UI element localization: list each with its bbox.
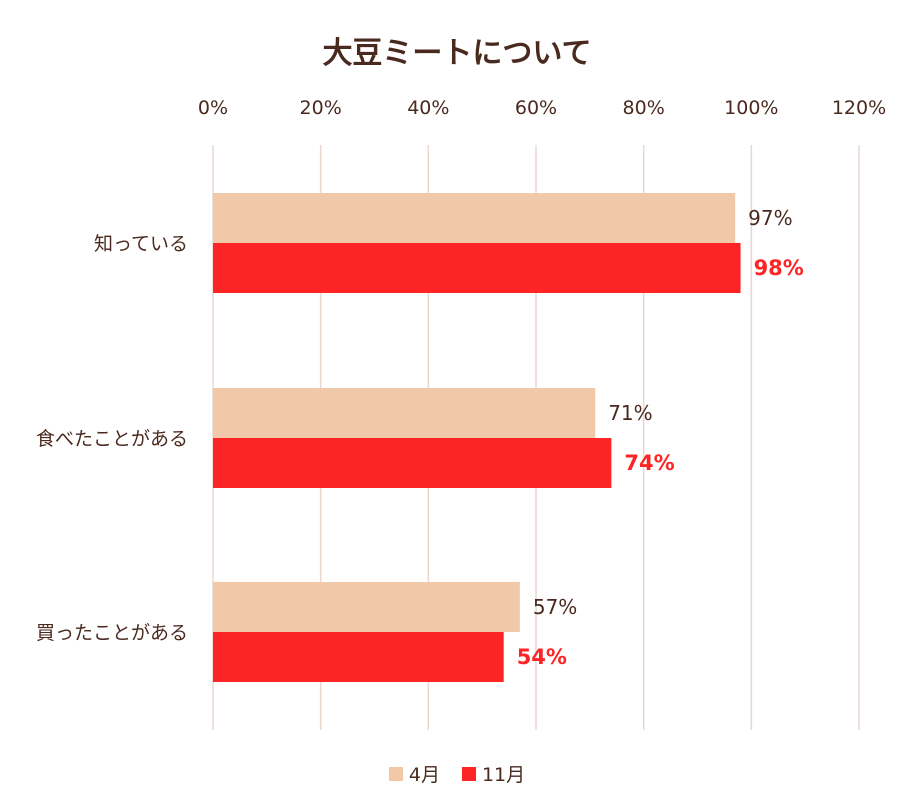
- data-label: 57%: [533, 595, 577, 619]
- category-label: 買ったことがある: [36, 622, 188, 644]
- legend-label-november: 11月: [481, 764, 526, 786]
- data-label: 54%: [517, 645, 567, 669]
- legend-swatch-april: [388, 766, 403, 781]
- data-label: 97%: [748, 206, 792, 230]
- x-tick-label: 0%: [198, 97, 228, 119]
- data-label: 71%: [608, 401, 652, 425]
- legend-swatch-november: [461, 766, 476, 781]
- x-tick-label: 20%: [300, 97, 342, 119]
- x-tick-label: 60%: [515, 97, 557, 119]
- x-tick-label: 40%: [407, 97, 449, 119]
- category-label: 食べたことがある: [36, 428, 188, 450]
- legend-item-april: 4月: [388, 760, 440, 787]
- x-tick-label: 120%: [832, 97, 886, 119]
- x-tick-label: 100%: [724, 97, 778, 119]
- data-label: 98%: [754, 256, 804, 280]
- legend-label-april: 4月: [408, 764, 440, 786]
- chart-title: 大豆ミートについて: [322, 36, 592, 71]
- bar-november: [213, 438, 612, 488]
- bar-april: [213, 582, 520, 632]
- bar-april: [213, 388, 596, 438]
- bar-november: [213, 243, 741, 293]
- data-label: 74%: [624, 451, 674, 475]
- legend: 4月 11月: [0, 760, 914, 787]
- bar-april: [213, 193, 736, 243]
- legend-item-november: 11月: [461, 760, 526, 787]
- category-label: 知っている: [94, 233, 188, 255]
- bar-november: [213, 632, 504, 682]
- x-tick-label: 80%: [623, 97, 665, 119]
